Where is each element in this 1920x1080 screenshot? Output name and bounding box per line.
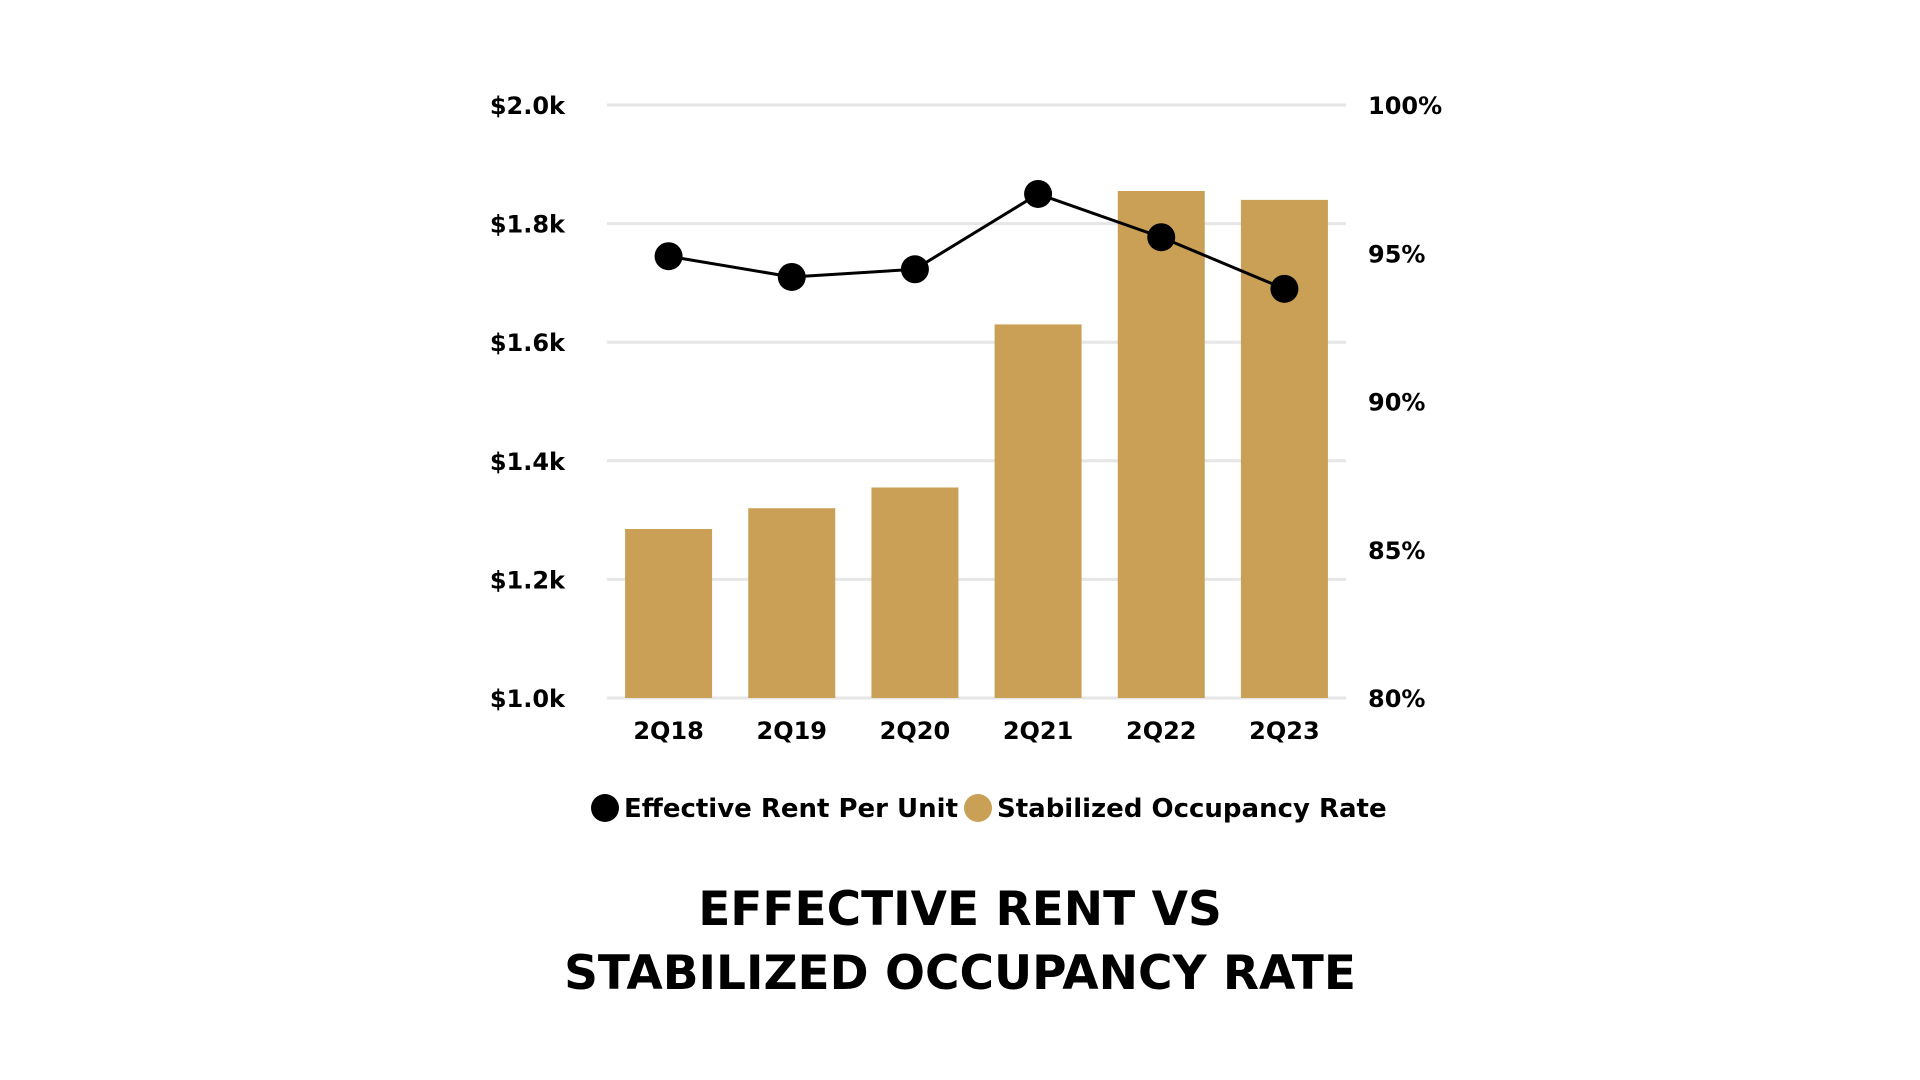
left-tick-label: $2.0k	[490, 92, 566, 120]
legend-marker-occupancy	[964, 794, 992, 822]
right-tick-label: 80%	[1368, 685, 1425, 713]
rent-line	[668, 192, 1285, 291]
bar-2Q19	[748, 508, 836, 698]
legend-label-occupancy: Stabilized Occupancy Rate	[997, 794, 1387, 824]
rent-point-2Q20	[900, 255, 929, 284]
bar-2Q21	[994, 324, 1082, 698]
gridlines	[607, 103, 1346, 700]
left-tick-label: $1.4k	[490, 448, 566, 476]
rent-point-2Q18	[654, 242, 683, 271]
left-tick-label: $1.0k	[490, 685, 566, 713]
left-tick-label: $1.6k	[490, 329, 566, 357]
x-tick-label: 2Q21	[1003, 717, 1074, 745]
chart-title-line-2: STABILIZED OCCUPANCY RATE	[564, 946, 1356, 1001]
bar-2Q22	[1117, 190, 1205, 699]
x-tick-label: 2Q20	[880, 717, 951, 745]
legend: Effective Rent Per Unit Stabilized Occup…	[591, 794, 1387, 824]
right-axis: 80% 85% 90% 95% 100%	[1368, 92, 1442, 713]
x-tick-label: 2Q22	[1126, 717, 1197, 745]
bar-2Q20	[871, 487, 959, 698]
x-tick-label: 2Q19	[757, 717, 828, 745]
rent-point-2Q22	[1147, 223, 1176, 252]
left-axis: $1.0k $1.2k $1.4k $1.6k $1.8k $2.0k	[490, 92, 566, 713]
x-tick-label: 2Q18	[633, 717, 704, 745]
rent-point-2Q21	[1024, 179, 1053, 208]
x-axis: 2Q18 2Q19 2Q20 2Q21 2Q22 2Q23	[633, 717, 1319, 745]
right-tick-label: 95%	[1368, 240, 1425, 268]
right-tick-label: 90%	[1368, 389, 1425, 417]
bar-2Q18	[625, 528, 713, 698]
left-tick-label: $1.2k	[490, 566, 566, 594]
rent-point-2Q23	[1270, 274, 1299, 303]
rent-point-2Q19	[777, 262, 806, 291]
chart-title-line-1: EFFECTIVE RENT VS	[698, 882, 1222, 937]
right-tick-label: 85%	[1368, 537, 1425, 565]
x-tick-label: 2Q23	[1249, 717, 1320, 745]
line-series	[654, 179, 1299, 303]
left-tick-label: $1.8k	[490, 211, 566, 239]
right-tick-label: 100%	[1368, 92, 1442, 120]
legend-label-effective-rent: Effective Rent Per Unit	[624, 794, 958, 824]
legend-marker-effective-rent	[591, 794, 619, 822]
bar-series	[625, 190, 1328, 699]
